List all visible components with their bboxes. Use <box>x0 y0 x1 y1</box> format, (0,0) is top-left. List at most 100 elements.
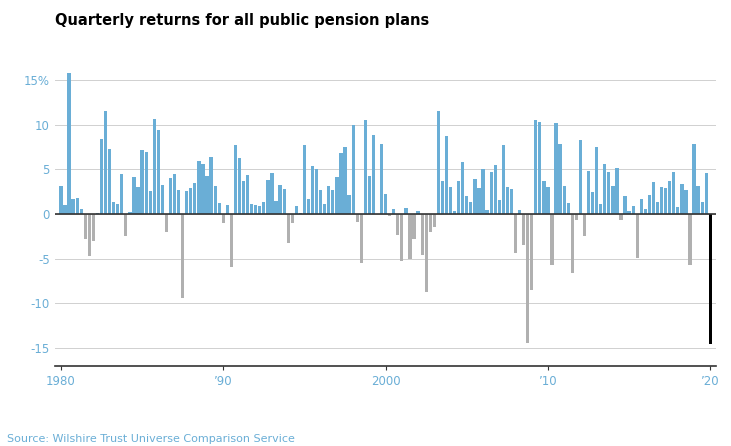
Bar <box>498 200 501 214</box>
Bar <box>238 158 241 214</box>
Bar <box>616 168 618 214</box>
Bar <box>169 178 172 214</box>
Bar <box>137 187 140 214</box>
Bar <box>347 195 351 214</box>
Bar <box>526 214 529 343</box>
Bar <box>96 213 99 214</box>
Bar <box>534 120 537 214</box>
Bar <box>153 119 156 214</box>
Bar <box>624 196 626 214</box>
Bar <box>83 214 87 239</box>
Bar <box>457 181 461 214</box>
Bar <box>352 125 355 214</box>
Bar <box>550 214 553 265</box>
Bar <box>164 214 168 232</box>
Bar <box>485 210 489 214</box>
Bar <box>344 147 346 214</box>
Bar <box>303 145 306 214</box>
Bar <box>700 202 704 214</box>
Bar <box>554 123 558 214</box>
Bar <box>75 198 79 214</box>
Bar <box>173 174 176 214</box>
Bar <box>291 214 294 223</box>
Bar <box>493 165 497 214</box>
Bar <box>684 190 688 214</box>
Bar <box>242 181 245 214</box>
Bar <box>80 209 83 214</box>
Bar <box>501 145 505 214</box>
Bar <box>380 144 383 214</box>
Bar <box>697 186 700 214</box>
Bar <box>538 122 542 214</box>
Bar <box>210 157 213 214</box>
Bar <box>433 214 436 227</box>
Bar <box>287 214 289 243</box>
Bar <box>436 111 440 214</box>
Bar <box>124 214 127 236</box>
Bar <box>575 214 578 220</box>
Bar <box>311 166 314 214</box>
Bar <box>542 181 545 214</box>
Bar <box>262 202 265 214</box>
Bar <box>234 145 237 214</box>
Bar <box>100 139 103 214</box>
Bar <box>88 214 91 256</box>
Bar <box>449 187 452 214</box>
Bar <box>441 181 444 214</box>
Bar <box>396 214 399 235</box>
Bar <box>92 214 95 241</box>
Bar <box>603 164 607 214</box>
Bar <box>384 194 387 214</box>
Bar <box>274 201 278 214</box>
Bar <box>409 214 412 259</box>
Bar <box>221 214 225 223</box>
Bar <box>116 204 119 214</box>
Bar <box>689 214 692 265</box>
Text: Source: Wilshire Trust Universe Comparison Service: Source: Wilshire Trust Universe Comparis… <box>7 434 295 443</box>
Bar <box>425 214 428 292</box>
Bar <box>668 181 671 214</box>
Bar <box>514 214 517 253</box>
Bar <box>660 187 663 214</box>
Bar <box>477 188 480 214</box>
Bar <box>331 190 335 214</box>
Bar <box>128 212 132 214</box>
Bar <box>246 175 249 214</box>
Bar <box>197 161 200 214</box>
Bar <box>319 190 322 214</box>
Bar <box>644 209 647 214</box>
Bar <box>282 189 286 214</box>
Bar <box>558 144 561 214</box>
Bar <box>417 211 420 214</box>
Bar <box>611 186 615 214</box>
Bar <box>404 208 407 214</box>
Bar <box>692 144 696 214</box>
Bar <box>640 199 643 214</box>
Bar <box>193 183 197 214</box>
Bar <box>368 176 371 214</box>
Bar <box>156 130 160 214</box>
Bar <box>218 203 221 214</box>
Bar <box>307 199 310 214</box>
Bar <box>230 214 233 267</box>
Bar <box>112 202 115 214</box>
Bar <box>420 214 424 255</box>
Bar <box>583 214 586 236</box>
Bar <box>567 203 570 214</box>
Bar <box>465 196 469 214</box>
Bar <box>323 204 326 214</box>
Bar <box>648 195 651 214</box>
Bar <box>518 210 521 214</box>
Bar <box>461 162 464 214</box>
Bar <box>64 205 67 214</box>
Bar <box>636 214 639 258</box>
Bar <box>145 152 148 214</box>
Bar <box>295 206 298 214</box>
Bar <box>469 202 472 214</box>
Bar <box>607 172 610 214</box>
Bar <box>546 187 550 214</box>
Bar <box>299 213 302 214</box>
Bar <box>708 214 712 344</box>
Bar <box>453 211 456 214</box>
Bar <box>595 147 598 214</box>
